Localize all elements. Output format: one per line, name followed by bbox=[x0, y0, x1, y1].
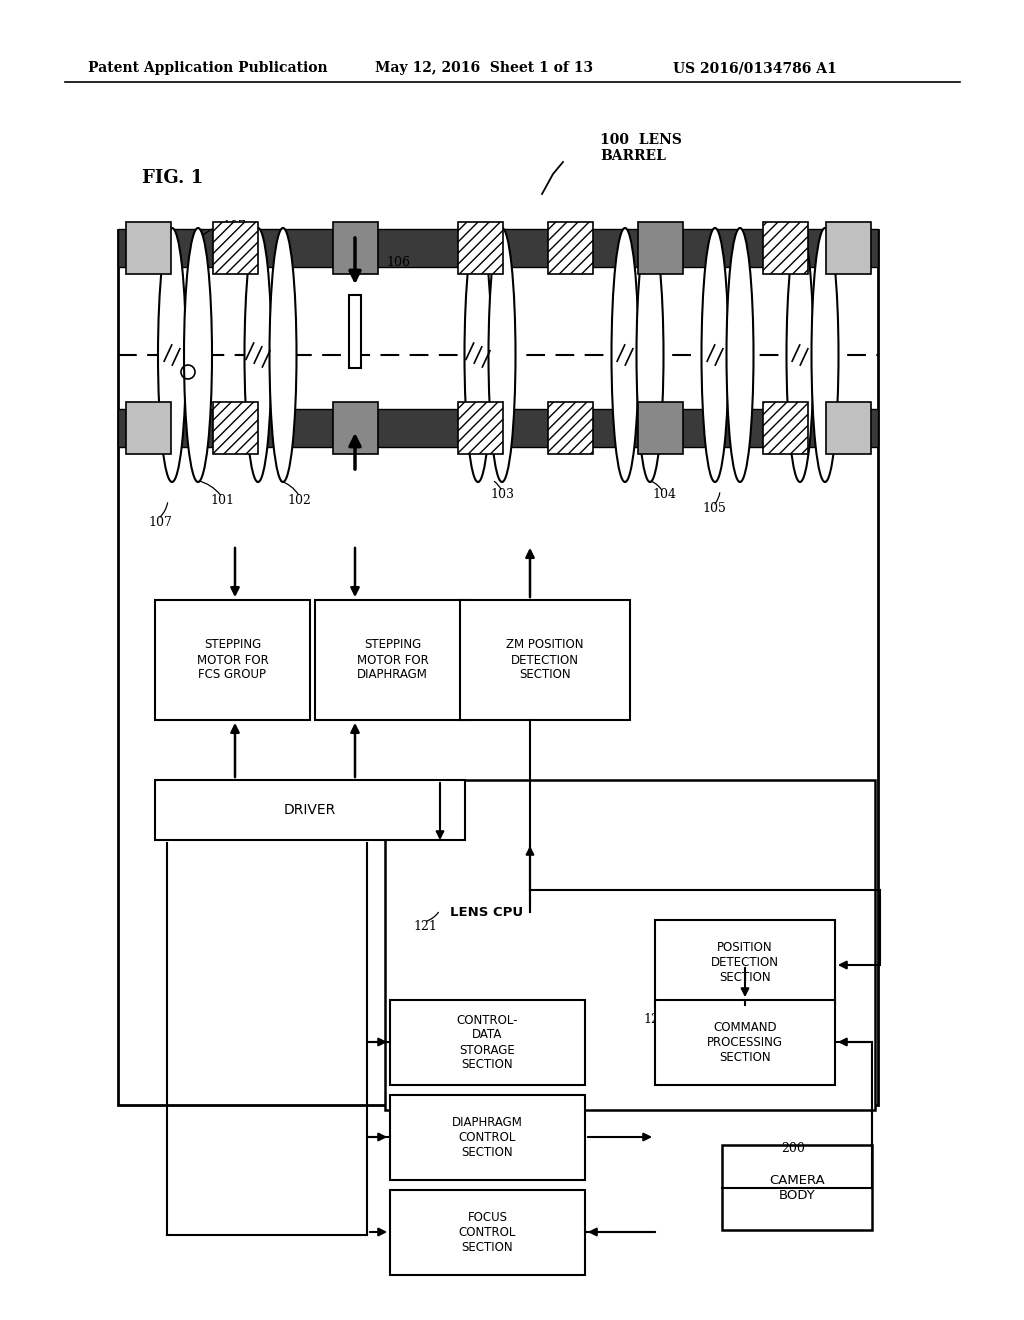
Text: 125: 125 bbox=[410, 1203, 434, 1216]
Text: 124: 124 bbox=[410, 1107, 434, 1121]
Text: STEPPING
MOTOR FOR
DIAPHRAGM: STEPPING MOTOR FOR DIAPHRAGM bbox=[356, 639, 428, 681]
Text: ZM POSITION
DETECTION
SECTION: ZM POSITION DETECTION SECTION bbox=[506, 639, 584, 681]
Bar bbox=[118, 228, 878, 267]
Text: LENS CPU: LENS CPU bbox=[450, 906, 523, 919]
Text: 120: 120 bbox=[436, 843, 460, 855]
Text: 114: 114 bbox=[572, 612, 596, 626]
Ellipse shape bbox=[637, 228, 664, 482]
Bar bbox=[638, 403, 683, 454]
Text: STEPPING
MOTOR FOR
FCS GROUP: STEPPING MOTOR FOR FCS GROUP bbox=[197, 639, 268, 681]
Text: DIAPHRAGM
CONTROL
SECTION: DIAPHRAGM CONTROL SECTION bbox=[452, 1115, 523, 1159]
Bar bbox=[825, 403, 870, 454]
Bar bbox=[638, 222, 683, 275]
Text: Patent Application Publication: Patent Application Publication bbox=[88, 61, 328, 75]
Text: FOCUS
CONTROL
SECTION: FOCUS CONTROL SECTION bbox=[459, 1210, 516, 1254]
Ellipse shape bbox=[726, 228, 754, 482]
Ellipse shape bbox=[611, 228, 639, 482]
Text: COMMAND
PROCESSING
SECTION: COMMAND PROCESSING SECTION bbox=[707, 1020, 783, 1064]
Bar bbox=[548, 222, 593, 275]
Bar bbox=[655, 920, 835, 1005]
Text: DRIVER: DRIVER bbox=[284, 803, 336, 817]
Bar bbox=[385, 780, 874, 1110]
Text: FIG. 1: FIG. 1 bbox=[142, 169, 203, 187]
Text: CAMERA
BODY: CAMERA BODY bbox=[769, 1173, 825, 1203]
Bar bbox=[390, 1191, 585, 1275]
Ellipse shape bbox=[184, 228, 212, 482]
Ellipse shape bbox=[158, 228, 186, 482]
Text: 101: 101 bbox=[210, 494, 234, 507]
Text: 112: 112 bbox=[438, 612, 462, 626]
Bar bbox=[460, 601, 630, 719]
Bar bbox=[213, 222, 257, 275]
Bar bbox=[763, 403, 808, 454]
Bar bbox=[655, 1001, 835, 1085]
Bar bbox=[118, 230, 878, 1105]
Bar bbox=[825, 222, 870, 275]
Text: 104: 104 bbox=[652, 488, 676, 502]
Text: May 12, 2016  Sheet 1 of 13: May 12, 2016 Sheet 1 of 13 bbox=[375, 61, 593, 75]
Bar bbox=[333, 403, 378, 454]
Text: 100  LENS
BARREL: 100 LENS BARREL bbox=[600, 133, 682, 164]
Bar bbox=[155, 601, 310, 719]
Bar bbox=[390, 1096, 585, 1180]
Ellipse shape bbox=[488, 228, 515, 482]
Bar bbox=[213, 403, 257, 454]
Bar bbox=[118, 409, 878, 447]
Text: CONTROL-
DATA
STORAGE
SECTION: CONTROL- DATA STORAGE SECTION bbox=[457, 1014, 518, 1072]
Text: 107: 107 bbox=[222, 220, 246, 234]
Bar bbox=[126, 222, 171, 275]
Text: 103: 103 bbox=[490, 488, 514, 502]
Text: 107: 107 bbox=[148, 516, 172, 529]
Text: 123: 123 bbox=[410, 1012, 434, 1026]
Bar bbox=[333, 222, 378, 275]
Ellipse shape bbox=[701, 228, 728, 482]
Bar bbox=[126, 403, 171, 454]
Bar bbox=[390, 1001, 585, 1085]
Ellipse shape bbox=[786, 228, 813, 482]
Text: 111: 111 bbox=[315, 612, 339, 626]
Bar bbox=[315, 601, 470, 719]
Bar bbox=[349, 294, 361, 368]
Bar bbox=[458, 403, 503, 454]
Ellipse shape bbox=[811, 228, 839, 482]
Text: US 2016/0134786 A1: US 2016/0134786 A1 bbox=[673, 61, 837, 75]
Text: 113: 113 bbox=[393, 789, 417, 803]
Bar bbox=[548, 403, 593, 454]
Ellipse shape bbox=[245, 228, 271, 482]
Text: 122: 122 bbox=[643, 1012, 667, 1026]
Text: 105: 105 bbox=[702, 502, 726, 515]
Ellipse shape bbox=[269, 228, 297, 482]
Bar bbox=[458, 222, 503, 275]
Ellipse shape bbox=[465, 228, 492, 482]
Bar bbox=[763, 222, 808, 275]
Bar bbox=[155, 780, 465, 840]
Text: 200: 200 bbox=[781, 1142, 805, 1155]
Text: 106: 106 bbox=[386, 256, 410, 269]
Text: 121: 121 bbox=[413, 920, 437, 933]
Text: POSITION
DETECTION
SECTION: POSITION DETECTION SECTION bbox=[711, 941, 779, 983]
Text: 102: 102 bbox=[287, 494, 311, 507]
Bar bbox=[722, 1144, 872, 1230]
